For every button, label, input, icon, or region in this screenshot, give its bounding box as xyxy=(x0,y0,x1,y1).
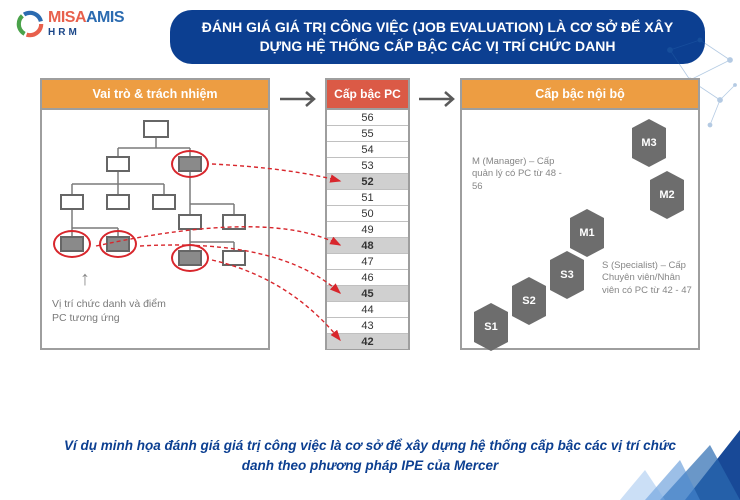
decoration-triangles xyxy=(590,390,740,500)
logo: MISAAMIS HRM xyxy=(16,10,124,38)
pc-row: 48 xyxy=(327,238,408,254)
bottom-caption: Ví dụ minh họa đánh giá giá trị công việ… xyxy=(60,436,680,477)
arrow-up-icon: ↑ xyxy=(80,268,90,291)
highlight-circle xyxy=(53,230,91,258)
pc-row: 49 xyxy=(327,222,408,238)
pc-row: 47 xyxy=(327,254,408,270)
panel-pc: Cấp bậc PC 56555453525150494847464544434… xyxy=(325,78,410,350)
highlight-circle xyxy=(99,230,137,258)
pc-row: 45 xyxy=(327,286,408,302)
org-node xyxy=(106,156,130,172)
org-node xyxy=(106,194,130,210)
diagram-area: Vai trò & trách nhiệm ↑ Vị trí chức danh… xyxy=(40,78,700,408)
level-box-s2: S2 xyxy=(512,286,546,316)
pc-row: 54 xyxy=(327,142,408,158)
org-node xyxy=(143,120,169,138)
arrow-right-2-icon xyxy=(417,88,461,110)
org-node xyxy=(222,250,246,266)
level-box-s1: S1 xyxy=(474,312,508,342)
level-box-m3: M3 xyxy=(632,128,666,158)
panel-internal-header: Cấp bậc nội bộ xyxy=(462,80,698,110)
pc-row: 55 xyxy=(327,126,408,142)
caption-specialist: S (Specialist) – Cấp Chuyên viên/Nhân vi… xyxy=(602,260,694,297)
highlight-circle xyxy=(171,150,209,178)
arrow-right-1-icon xyxy=(278,88,322,110)
panel-internal: Cấp bậc nội bộ M (Manager) – Cấp quản lý… xyxy=(460,78,700,350)
panel-pc-header: Cấp bậc PC xyxy=(327,80,408,110)
panel-roles: Vai trò & trách nhiệm ↑ Vị trí chức danh… xyxy=(40,78,270,350)
logo-text: MISAAMIS HRM xyxy=(48,10,124,38)
pc-row: 43 xyxy=(327,318,408,334)
pc-row: 53 xyxy=(327,158,408,174)
caption-manager: M (Manager) – Cấp quản lý có PC từ 48 - … xyxy=(472,156,562,193)
level-box-m2: M2 xyxy=(650,180,684,210)
org-node xyxy=(222,214,246,230)
pc-row: 56 xyxy=(327,110,408,126)
page-title: ĐÁNH GIÁ GIÁ TRỊ CÔNG VIỆC (JOB EVALUATI… xyxy=(170,10,705,64)
pc-row: 44 xyxy=(327,302,408,318)
pc-row: 46 xyxy=(327,270,408,286)
pc-row: 50 xyxy=(327,206,408,222)
pc-table: 565554535251504948474645444342 xyxy=(327,110,408,349)
org-caption: Vị trí chức danh và điểm PC tương ứng xyxy=(52,298,172,325)
level-box-m1: M1 xyxy=(570,218,604,248)
pc-row: 51 xyxy=(327,190,408,206)
pc-row: 52 xyxy=(327,174,408,190)
org-node xyxy=(152,194,176,210)
org-node xyxy=(178,214,202,230)
highlight-circle xyxy=(171,244,209,272)
panel-roles-header: Vai trò & trách nhiệm xyxy=(42,80,268,110)
org-node xyxy=(60,194,84,210)
org-chart: ↑ Vị trí chức danh và điểm PC tương ứng xyxy=(42,110,268,342)
internal-body: M (Manager) – Cấp quản lý có PC từ 48 - … xyxy=(462,110,698,349)
level-box-s3: S3 xyxy=(550,260,584,290)
pc-row: 42 xyxy=(327,334,408,349)
logo-icon xyxy=(16,10,44,38)
